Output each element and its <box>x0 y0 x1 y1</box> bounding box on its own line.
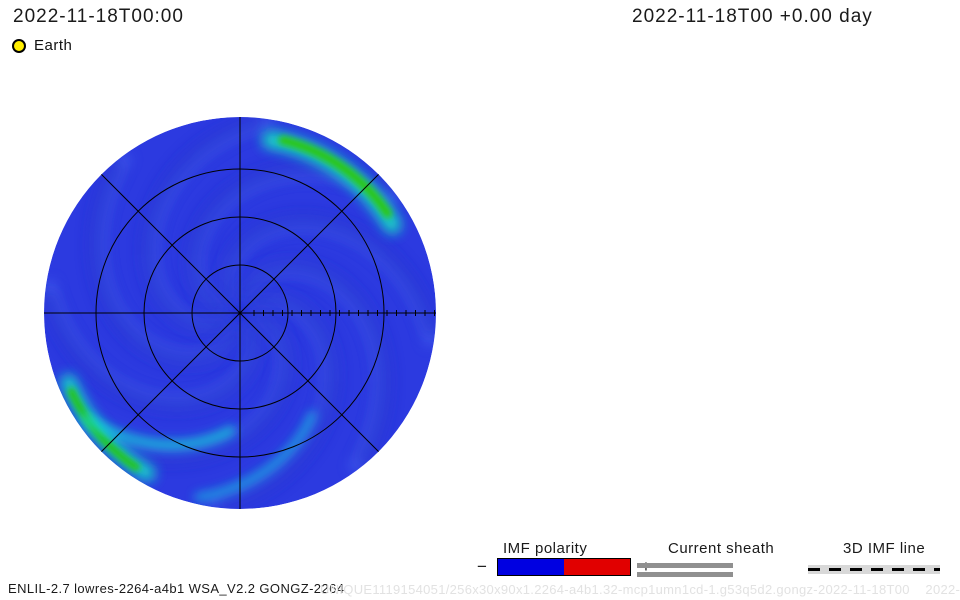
model-info: ENLIL-2.7 lowres-2264-a4b1 WSA_V2.2 GONG… <box>8 581 345 596</box>
grid-spoke <box>101 174 379 452</box>
current-sheath-sample-bottom <box>637 572 733 577</box>
imf-3d-line-title: 3D IMF line <box>843 540 926 557</box>
path-shape <box>186 161 396 319</box>
path-shape <box>218 213 436 338</box>
path-shape <box>234 259 392 469</box>
timestamp-left: 2022-11-18T00:00 <box>13 6 184 27</box>
timestamp-right: 2022-11-18T00 +0.00 day <box>632 6 873 27</box>
imf-3d-dash-pattern <box>808 568 940 571</box>
imf-minus-sign: − <box>477 557 487 576</box>
path-shape <box>84 307 294 465</box>
path-shape <box>215 291 340 509</box>
high-pressure-stream <box>81 413 236 450</box>
current-sheath-sample-top <box>637 563 733 568</box>
imf-polarity-legend: − + <box>477 557 651 577</box>
high-pressure-stream <box>193 410 317 502</box>
path-shape <box>88 157 246 367</box>
path-shape <box>44 288 262 413</box>
imf-3d-line-sample <box>808 565 940 574</box>
imf-polarity-swatch <box>496 558 631 576</box>
imf-polarity-title: IMF polarity <box>503 540 588 557</box>
imf-negative-swatch <box>497 559 564 575</box>
earth-legend: Earth <box>12 37 72 54</box>
path-shape <box>140 117 265 335</box>
current-sheath-title: Current sheath <box>668 540 775 557</box>
run-watermark: UNIQUE1119154051/256x30x90x1.2264-a4b1.3… <box>320 582 960 597</box>
earth-legend-label: Earth <box>34 37 73 54</box>
earth-icon <box>12 38 26 53</box>
high-pressure-stream <box>67 387 140 472</box>
imf-positive-swatch <box>563 559 630 575</box>
high-pressure-stream <box>278 135 393 218</box>
